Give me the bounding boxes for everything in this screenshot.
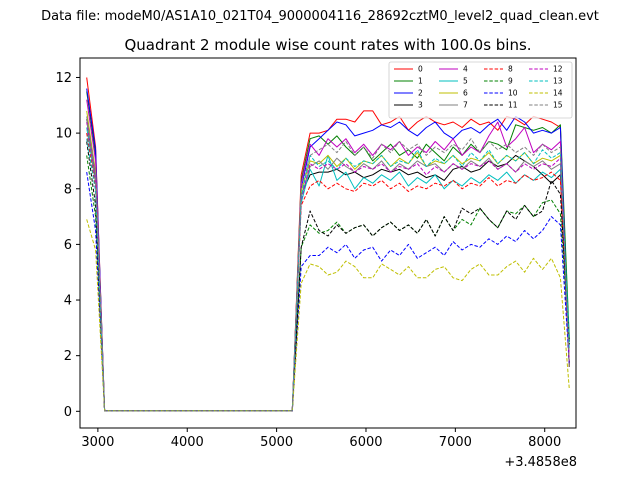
y-tick-label: 4	[64, 294, 72, 309]
x-tick-label: 8000	[528, 435, 561, 450]
legend-label-11: 11	[508, 101, 518, 110]
series-line-11	[86, 141, 570, 412]
series-layer	[86, 77, 570, 412]
suptitle: Data file: modeM0/AS1A10_021T04_90000041…	[41, 9, 599, 24]
series-line-10	[86, 172, 570, 412]
y-tick-label: 8	[64, 182, 72, 197]
legend-label-13: 13	[553, 77, 563, 86]
legend-box	[388, 61, 573, 119]
series-line-14	[86, 219, 570, 412]
y-tick-label: 6	[64, 238, 72, 253]
x-tick-label: 7000	[439, 435, 472, 450]
y-axis: 0 2 4 6 8 10 12	[55, 71, 80, 420]
legend-label-12: 12	[553, 65, 563, 74]
legend-label-2: 2	[418, 89, 423, 98]
y-tick-label: 2	[64, 349, 72, 364]
legend-label-6: 6	[463, 89, 468, 98]
x-axis: 3000 4000 5000 6000 7000 8000	[81, 428, 561, 450]
legend-label-14: 14	[553, 89, 563, 98]
legend-label-15: 15	[553, 101, 563, 110]
x-tick-label: 6000	[349, 435, 382, 450]
legend-label-3: 3	[418, 101, 423, 110]
x-tick-label: 3000	[81, 435, 114, 450]
chart-title: Quadrant 2 module wise count rates with …	[124, 36, 531, 54]
series-line-15	[86, 119, 570, 412]
x-offset-label: +3.4858e8	[504, 455, 577, 470]
legend-label-5: 5	[463, 77, 468, 86]
legend-label-10: 10	[508, 89, 518, 98]
legend-label-9: 9	[508, 77, 513, 86]
y-tick-label: 10	[55, 127, 72, 142]
axes-frame	[79, 57, 577, 429]
x-tick-label: 5000	[260, 435, 293, 450]
legend-label-1: 1	[418, 77, 423, 86]
legend-label-0: 0	[418, 65, 423, 74]
legend-label-7: 7	[463, 101, 468, 110]
y-tick-label: 0	[64, 405, 72, 420]
legend-label-8: 8	[508, 65, 513, 74]
x-tick-label: 4000	[171, 435, 204, 450]
y-tick-label: 12	[55, 71, 72, 86]
legend-label-4: 4	[463, 65, 468, 74]
